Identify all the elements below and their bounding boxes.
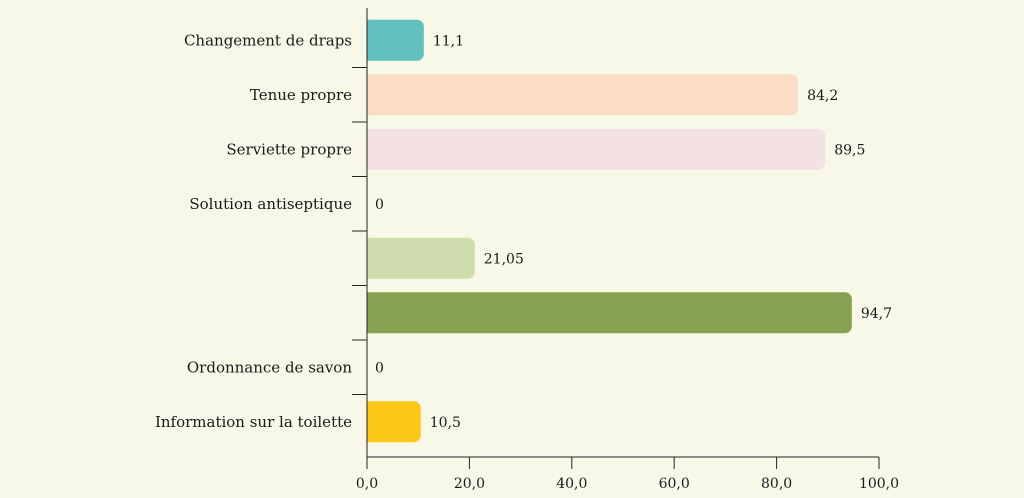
category-label: Tenue propre — [250, 86, 352, 104]
category-label: Serviette propre — [226, 140, 352, 158]
x-tick-label: 100,0 — [859, 476, 899, 492]
value-label: 0 — [375, 360, 384, 376]
value-label: 11,1 — [433, 33, 464, 49]
bar — [367, 292, 852, 334]
value-label: 94,7 — [861, 306, 892, 322]
axes-layer: 0,0 20,0 40,0 60,0 80,0 100,0 — [352, 8, 899, 492]
value-label: 10,5 — [430, 415, 461, 431]
category-label: Ordonnance de savon — [187, 358, 352, 376]
category-label: Changement de draps — [184, 31, 352, 49]
labels-layer: Changement de draps 11,1 Tenue propre 84,2 S… — [155, 31, 892, 431]
x-tick-label: 40,0 — [556, 476, 587, 492]
x-tick-label: 20,0 — [454, 476, 485, 492]
category-label: Solution antiseptique — [189, 195, 352, 213]
bars-layer — [367, 19, 852, 443]
bar-edge — [367, 74, 375, 116]
value-label: 89,5 — [834, 142, 865, 158]
bar — [367, 401, 421, 443]
bar — [367, 74, 799, 116]
bar — [367, 19, 424, 61]
x-tick-label: 0,0 — [356, 476, 378, 492]
category-label: Information sur la toilette — [155, 413, 352, 431]
bar-edge — [367, 292, 375, 334]
bar — [367, 237, 475, 279]
x-tick-label: 60,0 — [659, 476, 690, 492]
x-tick-label: 80,0 — [761, 476, 792, 492]
bar — [367, 128, 826, 170]
bar-edge — [367, 401, 375, 443]
bar-edge — [367, 19, 375, 61]
bar-edge — [367, 237, 375, 279]
value-label: 0 — [375, 197, 384, 213]
value-label: 84,2 — [807, 88, 838, 104]
value-label: 21,05 — [484, 251, 524, 267]
bar-edge — [367, 128, 375, 170]
